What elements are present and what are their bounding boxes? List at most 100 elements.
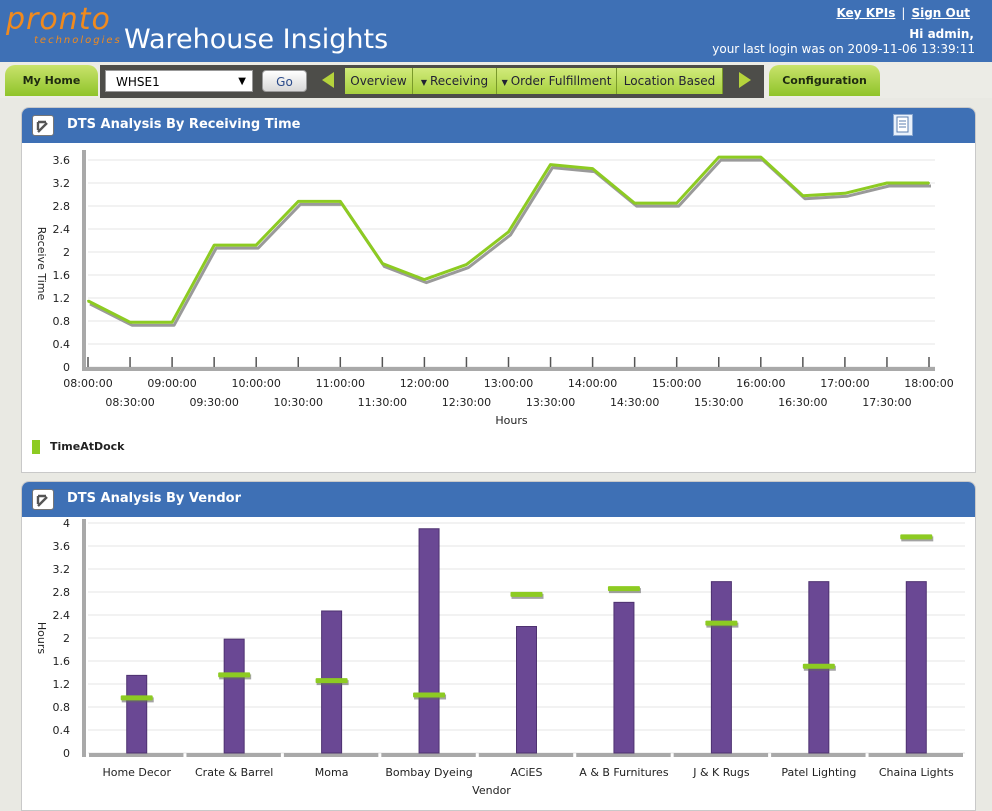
configuration-tab[interactable]: Configuration — [769, 65, 880, 96]
x-tick-label: Crate & Barrel — [195, 766, 273, 779]
key-kpis-link[interactable]: Key KPIs — [836, 6, 896, 20]
receiving-time-panel: DTS Analysis By Receiving Time 0 0.4 0.8 1.… — [21, 107, 976, 473]
collapse-arrow-icon[interactable] — [32, 115, 54, 136]
x-tick-label: 08:30:00 — [105, 396, 154, 409]
x-tick-label: 13:30:00 — [526, 396, 575, 409]
y-tick-label: 2 — [63, 246, 70, 259]
x-axis-segment — [673, 753, 769, 757]
chart-legend: TimeAtDock — [32, 440, 125, 454]
x-axis-segment — [576, 753, 671, 757]
x-tick-label: ACiES — [510, 766, 542, 779]
y-tick-label: 2.8 — [53, 200, 71, 213]
data-point — [129, 321, 132, 324]
menu-receiving[interactable]: ▼ Receiving — [413, 68, 497, 94]
x-axis-title: Vendor — [472, 784, 511, 797]
data-point — [507, 230, 510, 233]
link-separator: | — [901, 6, 906, 20]
bar — [418, 528, 440, 754]
data-point — [675, 202, 678, 205]
warehouse-select-value: WHSE1 — [116, 75, 160, 89]
menu-order-fulfillment[interactable]: ▼ Order Fulfillment — [497, 68, 617, 94]
x-tick-label: 09:30:00 — [189, 396, 238, 409]
x-tick-label: 11:30:00 — [358, 396, 407, 409]
data-point — [591, 167, 594, 170]
panel-title: DTS Analysis By Receiving Time — [67, 117, 301, 132]
series-line-shadow — [89, 158, 931, 327]
x-tick-label: Bombay Dyeing — [385, 766, 472, 779]
legend-label: TimeAtDock — [50, 440, 125, 453]
panel-header: DTS Analysis By Receiving Time — [22, 108, 975, 143]
bar — [223, 638, 245, 754]
bar — [516, 626, 537, 754]
x-tick-label: 15:00:00 — [652, 377, 701, 390]
target-marker — [802, 663, 835, 669]
data-point — [381, 262, 384, 265]
data-point — [465, 263, 468, 266]
x-tick-label: J & K Rugs — [692, 766, 750, 779]
target-marker — [510, 591, 543, 597]
x-tick-label: A & B Furnitures — [579, 766, 669, 779]
export-report-icon[interactable] — [893, 114, 913, 136]
warehouse-select[interactable]: WHSE1 ▼ — [105, 70, 253, 92]
x-tick-label: 12:00:00 — [400, 377, 449, 390]
x-axis-segment — [381, 753, 476, 757]
x-axis-segment — [868, 753, 963, 757]
data-point — [213, 244, 216, 247]
panel-header: DTS Analysis By Vendor — [22, 482, 975, 517]
x-tick-label: 15:30:00 — [694, 396, 743, 409]
target-marker — [120, 695, 153, 701]
go-button[interactable]: Go — [262, 70, 307, 92]
y-tick-label: 1.6 — [53, 655, 71, 668]
x-axis-segment — [186, 753, 281, 757]
y-tick-label: 3.6 — [53, 540, 71, 553]
data-point — [87, 299, 89, 302]
y-tick-label: 0.8 — [53, 315, 71, 328]
greeting: Hi admin, — [909, 27, 974, 41]
x-tick-label: 14:00:00 — [568, 377, 617, 390]
data-point — [339, 200, 342, 203]
logo-text: pronto — [6, 2, 111, 37]
y-tick-label: 2.4 — [53, 223, 71, 236]
dropdown-arrow-icon: ▼ — [420, 78, 427, 87]
app-title: Warehouse Insights — [124, 24, 389, 55]
target-marker — [315, 678, 348, 684]
scroll-left-arrow-icon[interactable] — [322, 72, 334, 88]
my-home-tab[interactable]: My Home — [5, 65, 98, 96]
panel-title: DTS Analysis By Vendor — [67, 491, 242, 506]
sign-out-link[interactable]: Sign Out — [911, 6, 970, 20]
y-tick-label: 2.8 — [53, 586, 71, 599]
menu-location-based[interactable]: Location Based — [617, 68, 723, 94]
menu-overview-label: Overview — [350, 74, 407, 88]
dropdown-caret-icon: ▼ — [238, 76, 246, 87]
x-axis-segment — [283, 753, 379, 757]
x-tick-label: 18:00:00 — [904, 377, 953, 390]
vendor-bar-chart: 0 0.4 0.8 1.2 1.6 2 2.4 2.8 3.2 3.6 4 Hours Home Dec… — [35, 517, 965, 797]
data-point — [255, 244, 258, 247]
bar — [613, 601, 635, 754]
main-nav: My Home WHSE1 ▼ Go Overview ▼ Receiving ▼… — [0, 62, 992, 98]
x-tick-label: 16:30:00 — [778, 396, 827, 409]
x-tick-label: 10:30:00 — [274, 396, 323, 409]
y-tick-label: 0 — [63, 361, 70, 374]
vendor-panel: DTS Analysis By Vendor 0 0.4 0.8 1.2 1.6 2 2.4… — [21, 481, 976, 811]
y-tick-label: 1.2 — [53, 292, 71, 305]
x-tick-label: 14:30:00 — [610, 396, 659, 409]
y-tick-label: 2.4 — [53, 609, 71, 622]
x-axis-segment — [478, 753, 574, 757]
y-tick-label: 1.2 — [53, 678, 71, 691]
collapse-arrow-icon[interactable] — [32, 489, 54, 510]
x-axis — [82, 367, 935, 371]
menu-overview[interactable]: Overview — [345, 68, 413, 94]
data-point — [423, 278, 426, 281]
y-tick-label: 0 — [63, 747, 70, 760]
last-login-text: your last login was on 2009-11-06 13:39:… — [712, 42, 975, 56]
y-tick-label: 0.4 — [53, 724, 71, 737]
x-tick-label: Moma — [315, 766, 349, 779]
legend-swatch — [32, 440, 40, 454]
y-tick-label: 0.4 — [53, 338, 71, 351]
scroll-right-arrow-icon[interactable] — [739, 72, 751, 88]
target-marker — [900, 534, 933, 540]
receiving-time-line-chart: 0 0.4 0.8 1.2 1.6 2 2.4 2.8 3.2 3.6 08:00:00 08:30:… — [35, 150, 954, 427]
target-marker — [218, 672, 251, 678]
x-tick-label: 10:00:00 — [231, 377, 280, 390]
